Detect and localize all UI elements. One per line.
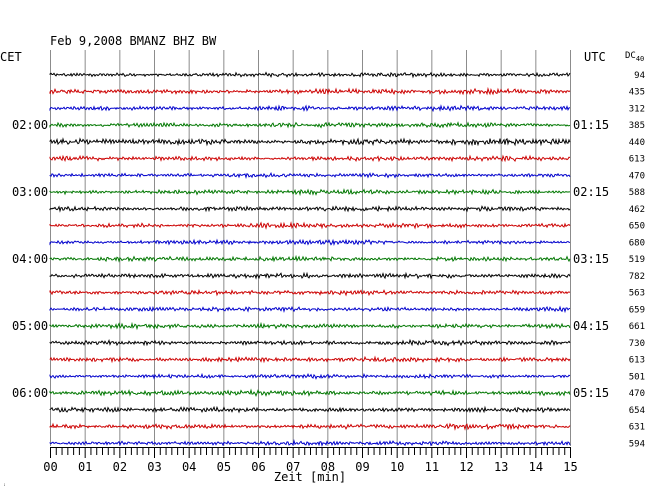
dc-value: 519 (629, 255, 645, 265)
right-time-label: 04:15 (573, 319, 609, 333)
seismic-trace (49, 104, 571, 113)
seismic-trace (49, 86, 571, 96)
dc-value: 680 (629, 238, 645, 248)
dc-value: 462 (629, 205, 645, 215)
x-tick-label: 03 (147, 460, 161, 474)
dc-value: 385 (629, 121, 645, 131)
x-tick-label: 15 (563, 460, 577, 474)
dc-value: 650 (629, 222, 645, 232)
seismic-trace (49, 171, 571, 180)
seismic-trace (49, 121, 571, 129)
x-tick-label: 12 (459, 460, 473, 474)
x-tick-label: 04 (182, 460, 196, 474)
left-time-label: 06:00 (12, 386, 48, 400)
left-time-label: 03:00 (12, 185, 48, 199)
dc-value: 613 (629, 155, 645, 165)
seismic-trace (49, 154, 571, 163)
dc-values: 94 435 312 385 440 613 470 588 462 650 680 519 782 56… (629, 71, 645, 450)
dc-value: 661 (629, 322, 645, 332)
footer-mark: ꜟ (3, 481, 7, 488)
seismic-trace (49, 422, 571, 431)
x-tick-label: 05 (217, 460, 231, 474)
x-tick-label: 07 (286, 460, 300, 474)
x-tick-label: 06 (251, 460, 265, 474)
dc-value: 588 (629, 188, 645, 198)
seismic-trace (49, 71, 571, 79)
seismic-trace (49, 288, 571, 297)
chart-title: Feb 9,2008 BMANZ BHZ BW (50, 34, 217, 48)
dc-value: 654 (629, 406, 645, 416)
x-tick-label: 01 (78, 460, 92, 474)
seismic-trace (49, 254, 571, 263)
x-tick-label: 00 (43, 460, 57, 474)
seismic-trace (49, 372, 571, 380)
left-time-label: 02:00 (12, 118, 48, 132)
seismic-traces (49, 71, 571, 447)
dc-value: 631 (629, 423, 645, 433)
right-time-label: 03:15 (573, 252, 609, 266)
dc-value: 440 (629, 138, 645, 148)
left-zone-label: CET (0, 50, 22, 64)
time-labels: 02:00 01:15 03:00 02:15 04:00 03:15 05:00 04:15… (12, 118, 609, 400)
seismic-trace (49, 238, 571, 246)
dc-value: 94 (634, 71, 645, 81)
x-tick-label: 02 (113, 460, 127, 474)
right-zone-label: UTC (584, 50, 606, 64)
dc-value: 501 (629, 372, 645, 382)
dc-header: DC40 (625, 51, 644, 63)
dc-value: 312 (629, 104, 645, 114)
seismic-trace (49, 137, 571, 147)
x-tick-label: 11 (425, 460, 439, 474)
seismic-trace (49, 305, 571, 314)
dc-value: 435 (629, 88, 645, 98)
dc-value: 470 (629, 389, 645, 399)
seismic-trace (49, 338, 571, 347)
right-time-label: 01:15 (573, 118, 609, 132)
dc-value: 782 (629, 272, 645, 282)
right-time-label: 02:15 (573, 185, 609, 199)
dc-value: 563 (629, 289, 645, 299)
seismic-trace (49, 355, 571, 364)
seismic-trace (49, 205, 571, 213)
x-axis: 00 01 02 03 04 05 06 07 08 09 10 11 12 13 14 15 (43, 447, 578, 474)
dc-value: 594 (629, 439, 645, 449)
x-tick-label: 13 (494, 460, 508, 474)
seismic-trace (49, 221, 571, 230)
left-time-label: 04:00 (12, 252, 48, 266)
chart-grid (50, 50, 571, 446)
dc-value: 730 (629, 339, 645, 349)
x-tick-label: 14 (529, 460, 543, 474)
x-tick-label: 08 (321, 460, 335, 474)
dc-value: 613 (629, 356, 645, 366)
seismic-trace (49, 388, 571, 397)
seismic-trace (49, 188, 571, 197)
dc-value: 659 (629, 305, 645, 315)
seismic-trace (49, 321, 571, 331)
x-tick-label: 10 (390, 460, 404, 474)
seismic-trace (49, 405, 571, 414)
x-tick-label: 09 (355, 460, 369, 474)
seismic-trace (49, 271, 571, 280)
right-time-label: 05:15 (573, 386, 609, 400)
left-time-label: 05:00 (12, 319, 48, 333)
dc-value: 470 (629, 171, 645, 181)
x-axis-label: Zeit [min] (274, 470, 346, 484)
seismic-trace (49, 439, 571, 447)
